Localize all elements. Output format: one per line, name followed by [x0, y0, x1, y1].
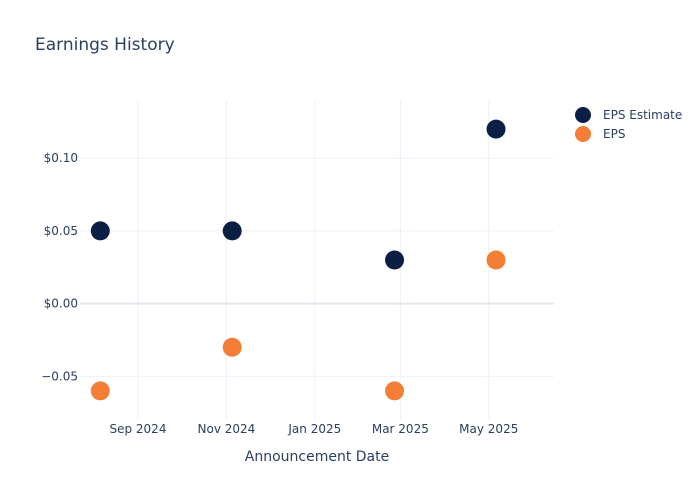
legend-label-eps-estimate: EPS Estimate: [603, 108, 682, 122]
legend-label-eps: EPS: [603, 127, 625, 141]
legend[interactable]: EPS Estimate EPS: [575, 107, 682, 142]
y-tick-label: $0.10: [44, 151, 78, 165]
chart-title: Earnings History: [35, 35, 175, 55]
eps-estimate-point: [385, 250, 405, 270]
y-tick-label: −0.05: [41, 369, 78, 383]
eps-point: [486, 250, 506, 270]
eps-estimate-point: [90, 221, 110, 241]
legend-item-eps[interactable]: EPS: [575, 126, 625, 142]
x-tick-label: Jan 2025: [287, 422, 341, 436]
y-tick-label: $0.00: [44, 297, 78, 311]
data-points: [90, 119, 506, 401]
eps-point: [90, 381, 110, 401]
grid: [80, 100, 554, 420]
x-tick-label: May 2025: [459, 422, 518, 436]
eps-point: [222, 337, 242, 357]
legend-item-eps-estimate[interactable]: EPS Estimate: [575, 107, 682, 123]
x-axis-title: Announcement Date: [245, 449, 389, 465]
legend-marker-eps: [575, 126, 591, 142]
x-tick-label: Sep 2024: [109, 422, 166, 436]
y-axis-ticks: −0.05 $0.00 $0.05 $0.10: [41, 151, 78, 383]
legend-marker-eps-estimate: [575, 107, 591, 123]
x-tick-label: Nov 2024: [198, 422, 256, 436]
eps-estimate-point: [486, 119, 506, 139]
eps-estimate-point: [222, 221, 242, 241]
eps-point: [385, 381, 405, 401]
y-tick-label: $0.05: [44, 224, 78, 238]
x-axis-ticks: Sep 2024 Nov 2024 Jan 2025 Mar 2025 May 2025: [109, 422, 518, 436]
x-tick-label: Mar 2025: [372, 422, 429, 436]
